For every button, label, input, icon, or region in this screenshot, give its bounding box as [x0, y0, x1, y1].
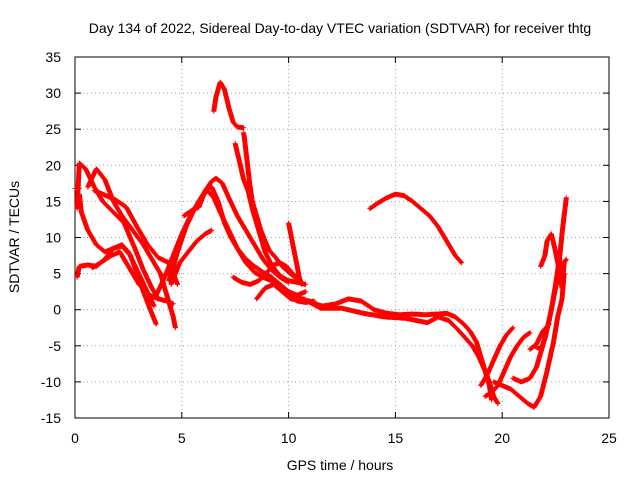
- y-tick-label: 0: [53, 302, 61, 318]
- series-arc-20: [367, 191, 465, 266]
- series-arc-12: [211, 79, 247, 131]
- series-arc-7: [89, 249, 176, 307]
- y-tick-label: -5: [49, 338, 62, 354]
- series-arc-20-markers: [367, 191, 465, 266]
- chart-title: Day 134 of 2022, Sidereal Day-to-day VTE…: [89, 20, 591, 36]
- series-arc-5: [85, 166, 178, 331]
- x-tick-label: 25: [601, 430, 617, 446]
- series-arc-10: [168, 227, 215, 287]
- y-axis-label: SDTVAR / TECUs: [6, 181, 22, 293]
- series-arc-26: [538, 231, 569, 291]
- series-arc-27-markers: [527, 321, 552, 352]
- series-arc-11-markers: [181, 184, 309, 298]
- y-tick-label: 25: [45, 121, 61, 137]
- series-arc-10-markers: [168, 227, 215, 287]
- y-tick-label: -15: [41, 410, 61, 426]
- series-arc-23-markers: [491, 271, 567, 410]
- series-arc-15: [230, 260, 300, 287]
- series-arc-14: [232, 141, 309, 287]
- y-tick-label: -10: [41, 374, 61, 390]
- x-tick-label: 5: [178, 430, 186, 446]
- x-tick-label: 15: [388, 430, 404, 446]
- x-tick-label: 10: [281, 430, 297, 446]
- y-tick-label: 20: [45, 157, 61, 173]
- series-arc-12-markers: [211, 79, 247, 131]
- series-arc-27: [527, 321, 552, 352]
- series-arc-21-markers: [478, 325, 516, 388]
- series-arc-21: [478, 325, 516, 388]
- x-axis-label: GPS time / hours: [287, 457, 394, 473]
- series-arc-5-markers: [85, 166, 178, 331]
- y-tick-label: 35: [45, 49, 61, 65]
- series-arc-7-markers: [89, 249, 176, 307]
- data-points: [72, 79, 569, 410]
- y-tick-label: 30: [45, 85, 61, 101]
- y-tick-label: 10: [45, 230, 61, 246]
- series-arc-11: [181, 184, 309, 298]
- series-arc-19-markers: [301, 296, 501, 407]
- x-tick-label: 20: [494, 430, 510, 446]
- y-tick-label: 15: [45, 193, 61, 209]
- series-arc-17: [286, 220, 304, 287]
- series-arc-15-markers: [230, 260, 300, 287]
- series-arc-26-markers: [538, 231, 569, 291]
- y-tick-label: 5: [53, 266, 61, 282]
- gridlines: [75, 57, 609, 418]
- series-arc-19: [301, 296, 501, 407]
- series-arc-23: [491, 271, 567, 410]
- series-arc-14-markers: [232, 141, 309, 287]
- x-tick-label: 0: [71, 430, 79, 446]
- axis-ticks: 0 5 10 15 20 25 -15 -10 -5 0 5 10 15 20 25 30 35: [41, 49, 617, 446]
- series-arc-17-markers: [286, 220, 304, 287]
